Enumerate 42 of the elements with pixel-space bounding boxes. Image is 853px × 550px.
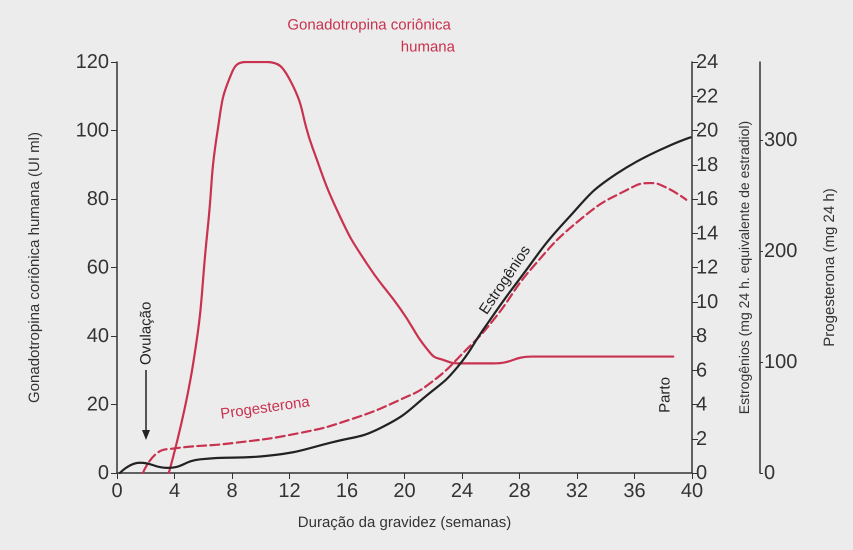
x-tick-label: 16 xyxy=(336,480,358,502)
y-tick-label: 20 xyxy=(86,394,109,416)
y2-axis-title: Estrogênios (mg 24 h. equivalente de estradiol) xyxy=(736,120,752,414)
series-label: Gonadotropina coriônica humana xyxy=(287,16,456,56)
y2-tick-label: 18 xyxy=(696,154,718,176)
y2-tick-label: 6 xyxy=(696,359,708,382)
y-tick-label: 0 xyxy=(98,462,109,484)
y3-tick-label: 100 xyxy=(764,350,798,373)
y3-tick-label: 0 xyxy=(764,462,776,484)
x-tick-label: 36 xyxy=(623,480,646,502)
x-tick-label: 4 xyxy=(168,480,180,502)
y-tick-label: 100 xyxy=(76,120,109,142)
y-tick-label: 60 xyxy=(86,256,109,278)
y-tick-label: 80 xyxy=(86,188,109,210)
y2-tick-label: 2 xyxy=(696,428,708,450)
y2-tick-label: 12 xyxy=(696,256,718,278)
annotation: Parto xyxy=(656,377,674,413)
y-tick-label: 120 xyxy=(76,51,109,73)
y-axis-title: Gonadotropina coriônica humana (UI ml) xyxy=(26,132,43,403)
x-tick-label: 32 xyxy=(566,480,588,502)
y2-tick-label: 4 xyxy=(696,394,708,416)
y2-tick-label: 20 xyxy=(696,120,718,142)
y2-tick-label: 14 xyxy=(696,222,718,244)
y3-tick-label: 300 xyxy=(764,128,798,151)
x-tick-label: 20 xyxy=(393,480,416,502)
x-tick-label: 8 xyxy=(226,480,238,502)
y2-tick-label: 8 xyxy=(696,325,708,347)
x-tick-label: 12 xyxy=(278,480,301,502)
annotation: Ovulação xyxy=(138,302,154,365)
y2-tick-label: 10 xyxy=(696,290,718,313)
x-tick-label: 28 xyxy=(508,480,531,502)
y3-tick-label: 200 xyxy=(764,240,798,262)
x-tick-label: 24 xyxy=(450,480,474,502)
text: Progesterona xyxy=(219,393,312,423)
y2-tick-label: 16 xyxy=(696,188,718,210)
y2-tick-label: 22 xyxy=(696,85,718,108)
x-axis-title: Duração da gravidez (semanas) xyxy=(298,514,512,531)
line-series xyxy=(118,136,692,474)
y2-tick-label: 24 xyxy=(696,51,718,73)
x-tick-label: 0 xyxy=(111,480,123,502)
y-tick-label: 40 xyxy=(86,325,109,347)
y3-axis-title: Progesterona (mg 24 h) xyxy=(821,188,838,347)
